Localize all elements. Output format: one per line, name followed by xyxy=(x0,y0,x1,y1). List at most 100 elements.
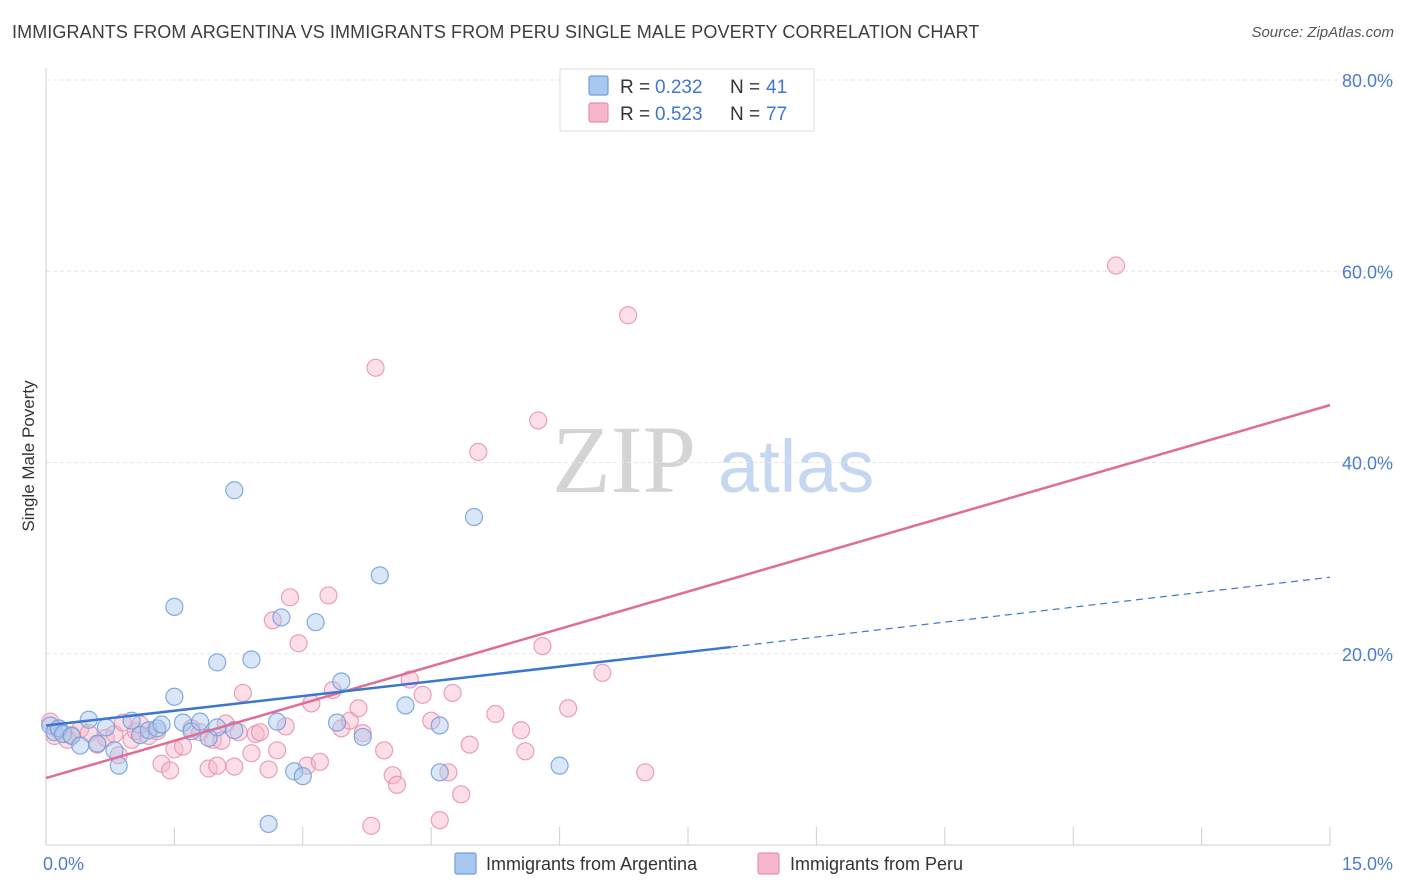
peru-point xyxy=(469,442,488,462)
series-legend: Immigrants from Argentina Immigrants fro… xyxy=(454,852,963,875)
peru-point xyxy=(383,766,402,785)
peru-point xyxy=(233,683,252,703)
peru-point xyxy=(280,588,300,607)
argentina-point xyxy=(165,597,184,616)
y-tick-label: 60.0% xyxy=(1342,262,1393,282)
argentina-point xyxy=(550,756,569,775)
peru-point xyxy=(276,717,295,736)
argentina-point xyxy=(327,713,347,732)
trend-lines xyxy=(45,403,1331,780)
argentina-point xyxy=(131,725,150,745)
peru-point xyxy=(593,663,612,682)
legend-label-peru: Immigrants from Peru xyxy=(790,854,963,874)
argentina-point xyxy=(259,814,278,834)
argentina-point xyxy=(71,736,90,755)
argentina-point xyxy=(464,507,484,527)
stats-n-label-argentina: N = xyxy=(730,77,760,98)
peru-point xyxy=(559,699,578,718)
peru-point xyxy=(319,586,338,605)
y-tick-labels: 20.0% 40.0% 60.0% 80.0% xyxy=(1342,71,1393,665)
peru-point xyxy=(250,723,270,742)
peru-point xyxy=(387,775,407,794)
x-ticks xyxy=(173,827,1331,845)
peru-point xyxy=(413,685,432,704)
gridlines xyxy=(46,79,1394,655)
argentina-point xyxy=(306,613,325,632)
argentina-point xyxy=(268,712,287,731)
watermark-atlas: atlas xyxy=(718,425,874,508)
x-tick-label: 15.0% xyxy=(1342,854,1393,874)
y-axis-label: Single Male Poverty xyxy=(19,380,38,532)
stats-swatch-peru xyxy=(588,102,609,123)
peru-point xyxy=(366,358,385,377)
argentina-point xyxy=(190,712,210,731)
argentina-point xyxy=(152,715,171,734)
argentina-point xyxy=(285,762,304,781)
argentina-point xyxy=(165,687,184,706)
argentina-point xyxy=(96,718,116,737)
stats-r-label-argentina: R = xyxy=(620,77,650,98)
peru-point xyxy=(430,811,449,830)
argentina-point xyxy=(208,653,227,672)
stats-legend: R = 0.232 N = 41 R = 0.523 N = 77 xyxy=(559,68,815,132)
peru-point xyxy=(349,699,368,718)
legend-label-argentina: Immigrants from Argentina xyxy=(486,854,698,874)
argentina-point xyxy=(430,716,449,735)
y-tick-label: 40.0% xyxy=(1342,454,1393,474)
argentina-point xyxy=(396,696,415,715)
x-tick-labels: 0.0% 15.0% xyxy=(43,854,1393,874)
stats-n-value-argentina: 41 xyxy=(766,77,787,98)
y-tick-label: 20.0% xyxy=(1342,645,1393,665)
argentina-point xyxy=(353,727,372,747)
argentina-point xyxy=(332,672,351,691)
peru-point xyxy=(486,704,505,724)
stats-r-value-argentina: 0.232 xyxy=(655,77,703,98)
stats-n-value-peru: 77 xyxy=(766,104,787,125)
peru-point xyxy=(353,724,372,743)
peru-point xyxy=(511,721,531,740)
argentina-trend-extension xyxy=(730,576,1331,648)
stats-n-label-peru: N = xyxy=(730,104,760,125)
y-tick-label: 80.0% xyxy=(1342,71,1393,91)
argentina-point xyxy=(225,721,244,740)
peru-point xyxy=(310,752,330,771)
peru-point xyxy=(1106,256,1126,275)
peru-point xyxy=(516,742,535,761)
peru-point xyxy=(268,741,287,760)
argentina-point xyxy=(225,481,244,500)
peru-point xyxy=(443,683,462,703)
legend-swatch-argentina xyxy=(454,852,477,875)
peru-point xyxy=(636,763,655,782)
peru-point xyxy=(533,636,552,656)
peru-point xyxy=(122,730,141,749)
watermark-zip: ZIP xyxy=(552,406,696,513)
argentina-point xyxy=(370,566,389,585)
peru-point xyxy=(422,711,441,730)
argentina-point xyxy=(272,608,291,627)
stats-swatch-argentina xyxy=(588,75,609,96)
peru-point xyxy=(242,744,261,763)
peru-points xyxy=(41,256,1126,835)
argentina-points xyxy=(41,481,569,834)
argentina-point xyxy=(293,767,312,786)
peru-point xyxy=(208,756,227,775)
chart-source: Source: ZipAtlas.com xyxy=(1251,24,1394,41)
x-tick-label: 0.0% xyxy=(43,854,84,874)
legend-swatch-peru xyxy=(757,852,780,875)
peru-point xyxy=(161,761,180,780)
peru-point xyxy=(289,634,308,653)
chart-title: IMMIGRANTS FROM ARGENTINA VS IMMIGRANTS … xyxy=(12,22,980,42)
peru-point xyxy=(618,306,638,325)
argentina-trend-line xyxy=(45,645,731,727)
peru-trend-line xyxy=(45,403,1331,780)
stats-r-value-peru: 0.523 xyxy=(655,104,703,125)
peru-point xyxy=(225,757,244,776)
stats-r-label-peru: R = xyxy=(620,104,650,125)
peru-point xyxy=(259,760,278,779)
argentina-point xyxy=(88,734,107,753)
argentina-point xyxy=(430,763,449,782)
peru-point xyxy=(529,411,548,430)
peru-point xyxy=(362,816,381,835)
peru-point xyxy=(375,741,394,760)
